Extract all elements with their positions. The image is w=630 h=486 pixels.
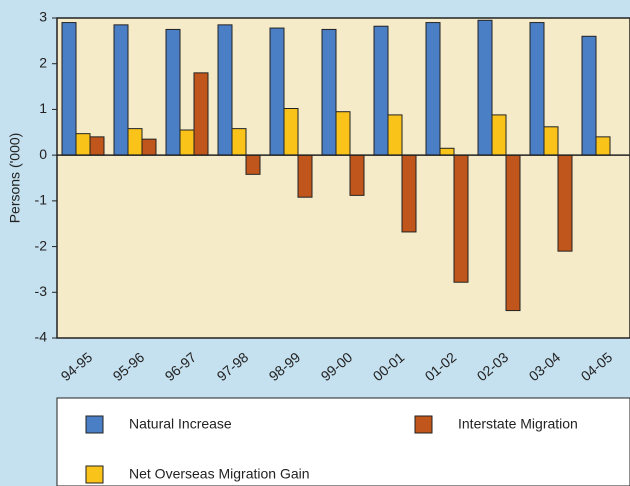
bar <box>193 72 209 156</box>
bar <box>491 114 507 156</box>
bar <box>373 25 389 156</box>
bar <box>217 24 233 156</box>
legend-swatch <box>85 465 104 484</box>
bar <box>165 28 181 156</box>
bar <box>61 22 77 156</box>
y-tick-label: -3 <box>35 283 48 299</box>
bar <box>477 19 493 156</box>
bar <box>75 133 91 156</box>
bar <box>453 154 469 283</box>
bar <box>179 129 195 156</box>
bar <box>113 24 129 156</box>
y-axis-label: Persons ('000) <box>7 133 23 224</box>
legend-label: Interstate Migration <box>458 416 578 432</box>
bar <box>245 154 261 175</box>
bar <box>387 114 403 156</box>
bar <box>283 108 299 156</box>
bar <box>401 154 417 233</box>
y-tick-label: 1 <box>39 100 47 116</box>
legend-label: Natural Increase <box>129 416 232 432</box>
legend-label: Net Overseas Migration Gain <box>129 466 310 482</box>
bar <box>269 27 285 156</box>
bar <box>89 136 105 156</box>
bar <box>297 154 313 198</box>
bar <box>141 138 157 156</box>
bar <box>595 136 611 156</box>
y-tick-label: 2 <box>39 54 47 70</box>
y-tick-label: 3 <box>39 9 47 25</box>
bar <box>439 147 455 156</box>
bar <box>505 154 521 312</box>
legend <box>56 397 630 486</box>
bar <box>231 128 247 156</box>
bar <box>335 111 351 156</box>
y-tick-label: 0 <box>39 146 47 162</box>
bar <box>557 154 573 252</box>
bar <box>581 35 597 156</box>
bar <box>321 28 337 156</box>
bar <box>425 22 441 156</box>
y-tick-label: -1 <box>35 192 48 208</box>
bar <box>543 126 559 156</box>
bar <box>127 128 143 156</box>
bar <box>349 154 365 196</box>
legend-swatch <box>85 415 104 434</box>
bar <box>529 22 545 156</box>
y-tick-label: -2 <box>35 237 48 253</box>
y-tick-label: -4 <box>35 329 48 345</box>
legend-swatch <box>414 415 433 434</box>
